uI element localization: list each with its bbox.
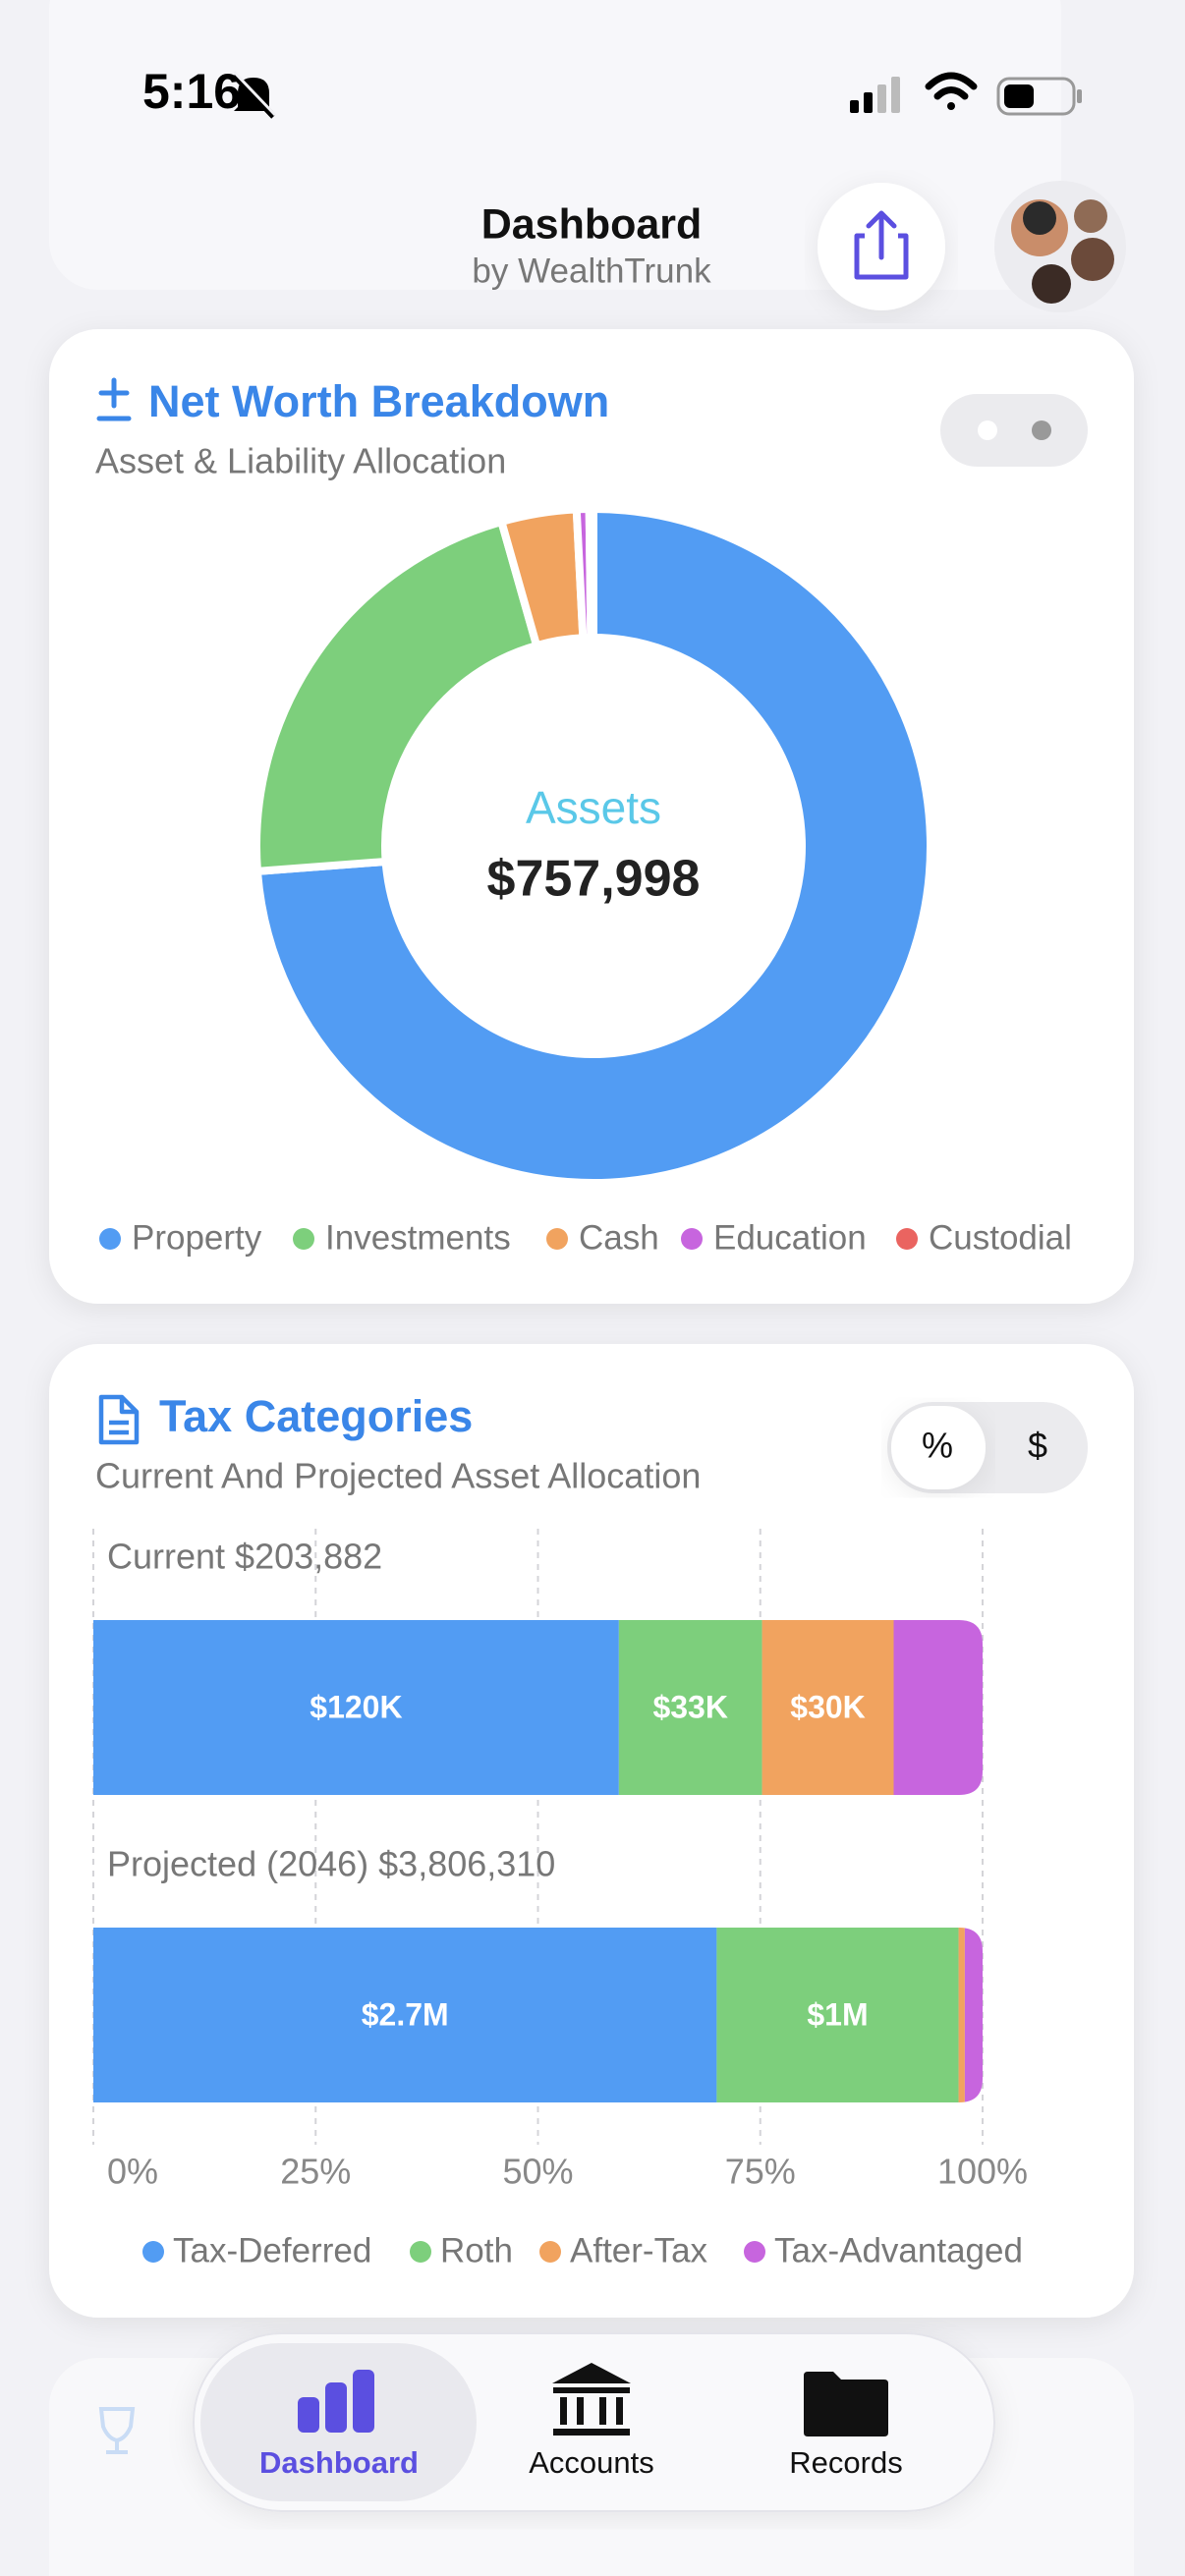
legend-dot	[546, 1228, 568, 1250]
bar-group	[93, 1620, 983, 1795]
x-tick-label: 0%	[107, 2152, 158, 2192]
legend-label: Investments	[325, 1218, 511, 1257]
bar-title: Projected (2046) $3,806,310	[107, 1844, 555, 1884]
segment-label: $2.7M	[362, 1996, 449, 2032]
donut-slice	[585, 504, 597, 643]
donut-chart	[253, 504, 934, 1187]
share-button[interactable]	[818, 183, 945, 310]
page-toggle[interactable]	[940, 394, 1088, 467]
bar-segment	[964, 1928, 983, 2102]
legend-dot	[142, 2241, 164, 2263]
tab-label[interactable]: Accounts	[529, 2445, 654, 2480]
card-title: Net Worth Breakdown	[148, 376, 609, 426]
segment-label: $120K	[310, 1689, 402, 1724]
bar-segment	[893, 1620, 983, 1795]
legend-label: Property	[132, 1218, 262, 1257]
dashboard-icon	[298, 2370, 374, 2433]
net-worth-card	[49, 329, 1134, 1304]
bar-segment	[716, 1928, 959, 2102]
legend-label: Tax-Advantaged	[774, 2231, 1023, 2269]
legend-dot	[99, 1228, 121, 1250]
legend-dot	[896, 1228, 918, 1250]
background-card	[49, 0, 1061, 290]
tab-bar	[193, 2332, 995, 2512]
legend-label: Cash	[579, 1218, 659, 1257]
unit-toggle[interactable]: % $	[887, 1402, 1088, 1493]
toggle-option[interactable]: $	[1028, 1426, 1047, 1466]
signal-icon	[850, 77, 900, 113]
bar-group	[93, 1928, 983, 2102]
x-tick-label: 75%	[725, 2152, 796, 2192]
legend-dot	[293, 1228, 314, 1250]
x-tick-label: 50%	[502, 2152, 573, 2192]
segment-label: $33K	[652, 1689, 728, 1724]
legend-dot	[744, 2241, 765, 2263]
legend-label: Roth	[440, 2231, 513, 2269]
status-time: 5:16	[142, 64, 241, 119]
bar-segment	[762, 1620, 894, 1795]
tab-label[interactable]: Dashboard	[259, 2445, 419, 2480]
bar-segment	[93, 1620, 619, 1795]
legend-label: Education	[713, 1218, 867, 1257]
card-title: Tax Categories	[159, 1391, 473, 1441]
tab-label[interactable]: Records	[789, 2445, 902, 2480]
center-label: Assets	[526, 782, 661, 833]
legend-dot	[410, 2241, 431, 2263]
plus-minus-icon	[96, 377, 132, 421]
legend-label: Tax-Deferred	[173, 2231, 371, 2269]
legend: Property Investments Cash Education Custodia…	[99, 1218, 1072, 1257]
card-subtitle: Asset & Liability Allocation	[95, 441, 506, 481]
header-title: Dashboard	[481, 200, 703, 248]
donut-slice	[253, 518, 541, 875]
records-icon	[804, 2372, 888, 2436]
battery-icon	[996, 77, 1082, 116]
document-icon	[98, 1394, 140, 1445]
bar-segment	[93, 1928, 717, 2102]
bar-title: Current $203,882	[107, 1537, 382, 1577]
x-tick-label: 25%	[280, 2152, 351, 2192]
segment-label: $1M	[807, 1996, 868, 2032]
legend-dot	[681, 1228, 703, 1250]
stacked-bar-chart: 0% 25% 50% 75% 100% Current $203,882 $120K $33K…	[92, 1529, 1028, 2269]
header-subtitle: by WealthTrunk	[472, 252, 711, 290]
trophy-icon	[98, 2407, 136, 2454]
donut-slice	[253, 505, 934, 1187]
toggle-option[interactable]: %	[922, 1426, 953, 1466]
accounts-icon	[552, 2363, 631, 2436]
legend-dot	[539, 2241, 561, 2263]
mute-icon	[232, 70, 277, 119]
card-subtitle: Current And Projected Asset Allocation	[95, 1456, 701, 1496]
x-tick-label: 100%	[937, 2152, 1028, 2192]
segment-label: $30K	[790, 1689, 866, 1724]
wifi-icon	[925, 72, 978, 110]
legend-label: After-Tax	[570, 2231, 708, 2269]
bar-segment	[618, 1620, 762, 1795]
legend-label: Custodial	[929, 1218, 1072, 1257]
center-value: $757,998	[487, 851, 701, 908]
avatar-group[interactable]	[994, 181, 1126, 312]
bar-segment	[958, 1928, 965, 2102]
